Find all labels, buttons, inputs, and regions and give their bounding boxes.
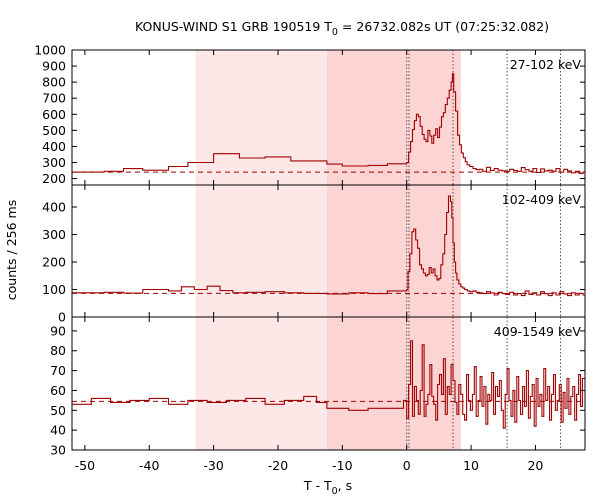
y-tick-label: 50	[50, 403, 66, 418]
y-tick-label: 900	[42, 59, 66, 74]
y-tick-label: 80	[50, 343, 66, 358]
lightcurve-series	[72, 73, 585, 174]
y-tick-label: 300	[42, 155, 66, 170]
x-tick-label: -50	[75, 458, 95, 473]
x-tick-label: 0	[403, 458, 411, 473]
y-tick-label: 500	[42, 123, 66, 138]
y-tick-label: 90	[50, 323, 66, 338]
x-tick-label: 20	[527, 458, 543, 473]
svg-text:KONUS-WIND S1 GRB 190519 T0 =: KONUS-WIND S1 GRB 190519 T0 = 26732.082s…	[135, 19, 549, 38]
shaded-interval-2	[326, 185, 461, 317]
x-axis-label-subscript: 0	[332, 486, 338, 497]
panel-2: 0 100 200 300 400 102-409 keV	[42, 184, 586, 325]
y-tick-label: 60	[50, 383, 66, 398]
y-tick-label: 200	[42, 171, 66, 186]
x-tick-label: -40	[139, 458, 159, 473]
y-tick-label: 700	[42, 91, 66, 106]
lightcurve-series	[72, 340, 585, 429]
chart-title: KONUS-WIND S1 GRB 190519 T0 = 26732.082s…	[135, 19, 549, 38]
y-tick-label: 70	[50, 363, 66, 378]
shaded-interval-2	[326, 50, 461, 185]
x-axis-label-text: T - T	[303, 478, 332, 493]
y-tick-label: 400	[42, 139, 66, 154]
y-tick-label: 800	[42, 75, 66, 90]
x-tick-label: -10	[332, 458, 352, 473]
x-tick-label: -20	[268, 458, 288, 473]
title-subscript: 0	[332, 27, 338, 38]
shaded-interval-1	[195, 185, 327, 317]
panel-frame	[71, 316, 586, 451]
y-tick-label: 40	[50, 423, 66, 438]
x-tick-label: 10	[463, 458, 479, 473]
shaded-interval-1	[195, 50, 327, 185]
energy-band-label: 102-409 keV	[502, 192, 582, 207]
x-tick-label: -30	[203, 458, 223, 473]
y-tick-label: 600	[42, 107, 66, 122]
y-tick-label: 100	[42, 282, 66, 297]
y-tick-label: 30	[50, 443, 66, 458]
energy-band-label: 409-1549 keV	[494, 324, 582, 339]
y-axis-label: counts / 256 ms	[4, 200, 19, 300]
panel-3: 30 40 50 60 70 80 90 409-1549 keV	[50, 316, 586, 458]
y-tick-label: 300	[42, 227, 66, 242]
lightcurve-series	[72, 195, 585, 297]
y-tick-label: 0	[58, 310, 66, 325]
y-tick-label: 400	[42, 200, 66, 215]
energy-band-label: 27-102 keV	[510, 57, 582, 72]
shaded-interval-1	[195, 317, 327, 450]
y-tick-label: 200	[42, 255, 66, 270]
x-tick-labels: -50 -40 -30 -20 -10 0 10 20	[75, 458, 544, 473]
x-axis-label-suffix: , s	[338, 478, 352, 493]
title-text: KONUS-WIND S1 GRB 190519 T	[135, 19, 332, 34]
y-tick-label: 1000	[34, 43, 66, 58]
x-axis-label: T - T0, s	[303, 478, 352, 497]
title-text-suffix: = 26732.082s UT (07:25:32.082)	[338, 19, 549, 34]
shaded-interval-2	[326, 317, 461, 450]
